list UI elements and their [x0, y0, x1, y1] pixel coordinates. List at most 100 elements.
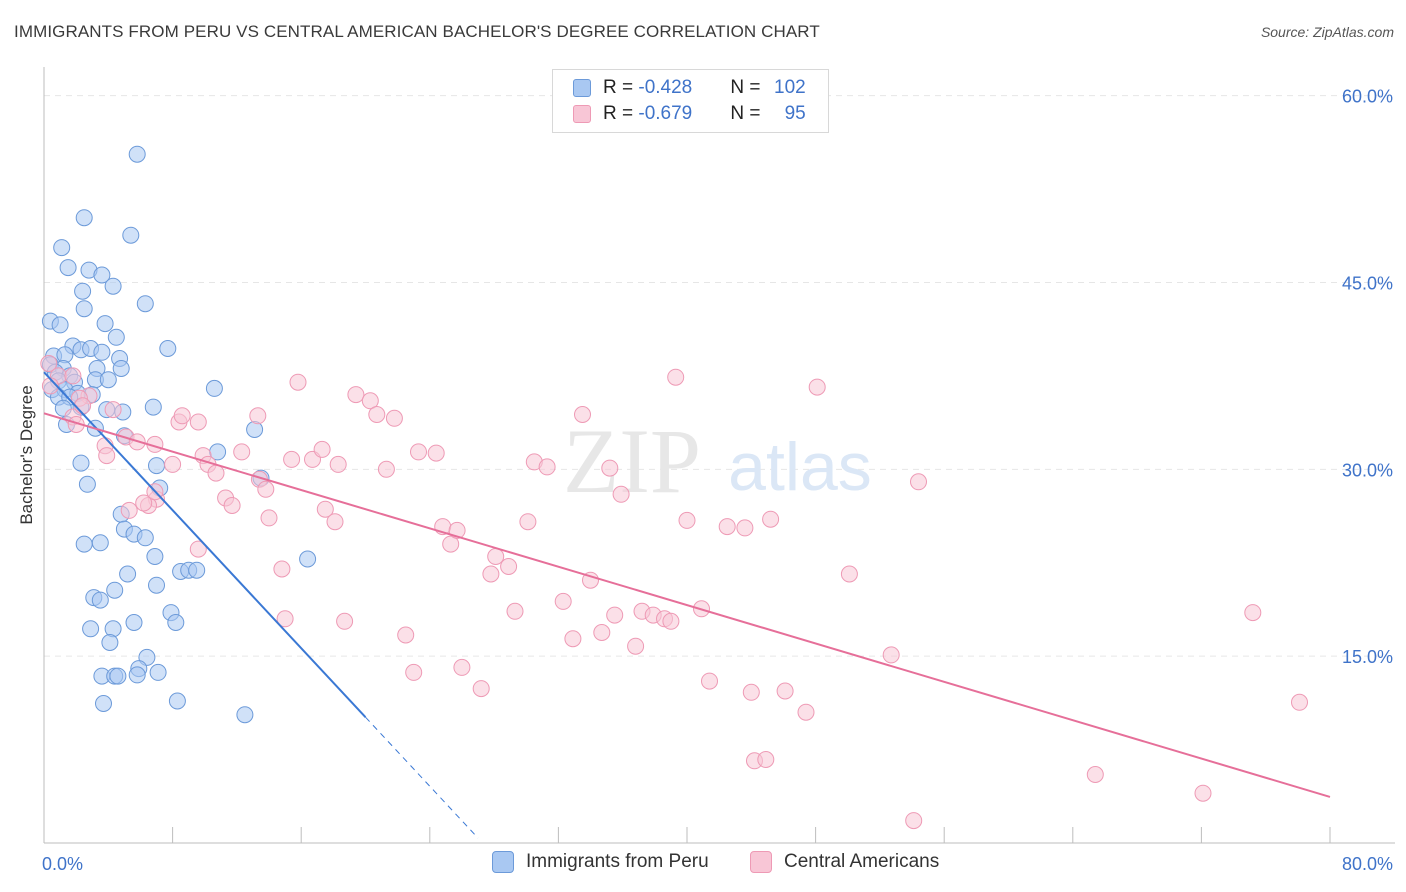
- central-point: [329, 455, 347, 473]
- peru-point: [136, 529, 154, 547]
- peru-point: [299, 550, 317, 568]
- legend-central-n-value: 95: [784, 103, 806, 124]
- central-point: [326, 513, 344, 531]
- peru-point: [128, 145, 146, 163]
- central-point: [742, 683, 760, 701]
- central-point: [405, 663, 423, 681]
- peru-point: [101, 634, 119, 651]
- peru-point: [136, 295, 154, 313]
- peru-point: [75, 209, 93, 227]
- legend-row-central: R = -0.679 N = 95: [573, 102, 806, 126]
- central-point: [223, 497, 241, 514]
- central-point: [593, 624, 611, 641]
- central-point: [519, 513, 537, 531]
- central-point: [606, 606, 624, 624]
- central-point: [718, 518, 736, 536]
- peru-point: [109, 667, 127, 685]
- central-point: [840, 565, 858, 583]
- central-point: [273, 560, 291, 578]
- central-point: [506, 602, 524, 620]
- central-point: [368, 406, 386, 423]
- peru-point: [72, 454, 90, 472]
- legend-swatch-peru: [573, 79, 591, 97]
- central-point: [104, 401, 122, 419]
- y-axis-label: Bachelor's Degree: [17, 385, 36, 524]
- bottom-legend-central: Central Americans: [750, 851, 939, 873]
- central-point: [762, 510, 780, 528]
- central-point: [910, 473, 927, 491]
- peru-point: [75, 535, 93, 553]
- watermark-zip: ZIP: [563, 410, 701, 512]
- central-point: [164, 455, 182, 473]
- x-tick-label: 80.0%: [1342, 854, 1393, 874]
- y-tick-label: 30.0%: [1342, 460, 1393, 480]
- central-point: [347, 386, 365, 404]
- peru-point: [128, 666, 146, 684]
- central-point: [377, 460, 395, 478]
- central-point: [736, 519, 754, 537]
- legend-peru-r-label: R =: [603, 77, 639, 98]
- peru-point: [148, 457, 165, 475]
- central-point: [249, 407, 267, 425]
- chart-title: IMMIGRANTS FROM PERU VS CENTRAL AMERICAN…: [14, 22, 820, 41]
- legend-peru-n-label: N =: [730, 77, 766, 98]
- bottom-legend-swatch-peru: [492, 851, 514, 873]
- central-point: [135, 494, 153, 512]
- peru-point: [122, 226, 140, 244]
- central-point: [538, 458, 556, 476]
- peru-point: [91, 534, 109, 552]
- central-point: [442, 535, 460, 553]
- bottom-legend-swatch-central: [750, 851, 772, 873]
- peru-point: [93, 266, 111, 284]
- peru-point: [168, 692, 186, 710]
- peru-point: [53, 239, 71, 257]
- central-point: [667, 368, 685, 386]
- central-point: [1086, 766, 1104, 783]
- legend-peru-n-value: 102: [774, 77, 806, 98]
- central-point: [189, 540, 207, 558]
- central-point: [283, 450, 301, 468]
- series-peru-points: [41, 145, 317, 724]
- peru-point: [96, 315, 114, 333]
- central-point: [627, 637, 645, 655]
- watermark-atlas: atlas: [728, 429, 872, 505]
- peru-point: [59, 259, 77, 277]
- correlation-legend: R = -0.428 N = 102 R = -0.679 N = 95: [552, 69, 829, 133]
- trend-lines: [43, 371, 1331, 839]
- peru-point: [95, 695, 112, 712]
- tick-labels: 15.0% 30.0% 45.0% 60.0% 0.0% 80.0%: [42, 87, 1393, 874]
- central-point: [500, 558, 518, 575]
- peru-point: [148, 576, 165, 594]
- central-point: [882, 646, 900, 664]
- central-point: [582, 571, 599, 589]
- peru-point: [91, 591, 109, 609]
- peru-point: [78, 475, 96, 493]
- central-point: [1244, 604, 1262, 622]
- peru-point: [93, 343, 111, 361]
- central-point: [453, 658, 471, 676]
- legend-peru-r-value: -0.428: [638, 77, 693, 98]
- central-point: [385, 409, 403, 427]
- peru-point: [205, 379, 223, 397]
- x-tick-label: 0.0%: [42, 854, 83, 874]
- central-point: [427, 444, 445, 462]
- central-point: [701, 672, 718, 690]
- peru-point: [107, 328, 125, 346]
- central-point: [487, 548, 505, 565]
- source-credit: Source: ZipAtlas.com: [1260, 24, 1394, 40]
- central-point: [574, 406, 591, 423]
- peru-point: [149, 663, 167, 681]
- peru-point: [112, 360, 130, 377]
- peru-point: [125, 614, 143, 631]
- y-tick-label: 60.0%: [1342, 87, 1393, 107]
- central-point: [120, 501, 138, 519]
- peru-trend-extension: [365, 716, 479, 839]
- central-point: [257, 480, 275, 498]
- central-point: [40, 355, 58, 372]
- central-point: [207, 464, 225, 482]
- central-point: [797, 703, 815, 721]
- legend-row-peru: R = -0.428 N = 102: [573, 76, 806, 100]
- peru-point: [75, 300, 93, 318]
- gridlines: [44, 95, 1395, 657]
